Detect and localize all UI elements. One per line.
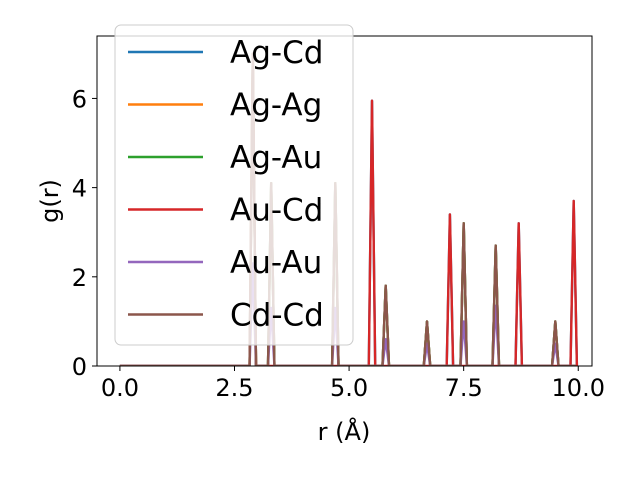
x-tick-label: 7.5 <box>445 374 483 402</box>
y-tick-label: 2 <box>72 264 87 292</box>
legend: Ag-Cd Ag-Ag Ag-Au Au-Cd Au-Au Cd-Cd <box>114 24 354 346</box>
y-axis-label: g(r) <box>36 179 64 223</box>
x-tick-label: 0.0 <box>101 374 139 402</box>
x-axis-label: r (Å) <box>318 417 371 446</box>
x-tick-label: 5.0 <box>330 374 368 402</box>
axes: 0.0 2.5 5.0 7.5 10.0 0 2 4 6 <box>72 35 605 402</box>
legend-label-ag-ag: Ag-Ag <box>230 88 322 124</box>
x-tick-label: 10.0 <box>552 374 605 402</box>
legend-label-au-cd: Au-Cd <box>230 193 323 229</box>
y-tick-label: 6 <box>72 85 87 113</box>
legend-label-ag-au: Ag-Au <box>230 140 322 176</box>
x-tick-label: 2.5 <box>215 374 253 402</box>
legend-label-cd-cd: Cd-Cd <box>230 298 324 334</box>
y-tick-label: 4 <box>72 175 87 203</box>
legend-label-au-au: Au-Au <box>230 245 322 281</box>
y-tick-label: 0 <box>72 353 87 381</box>
legend-label-ag-cd: Ag-Cd <box>230 35 323 71</box>
